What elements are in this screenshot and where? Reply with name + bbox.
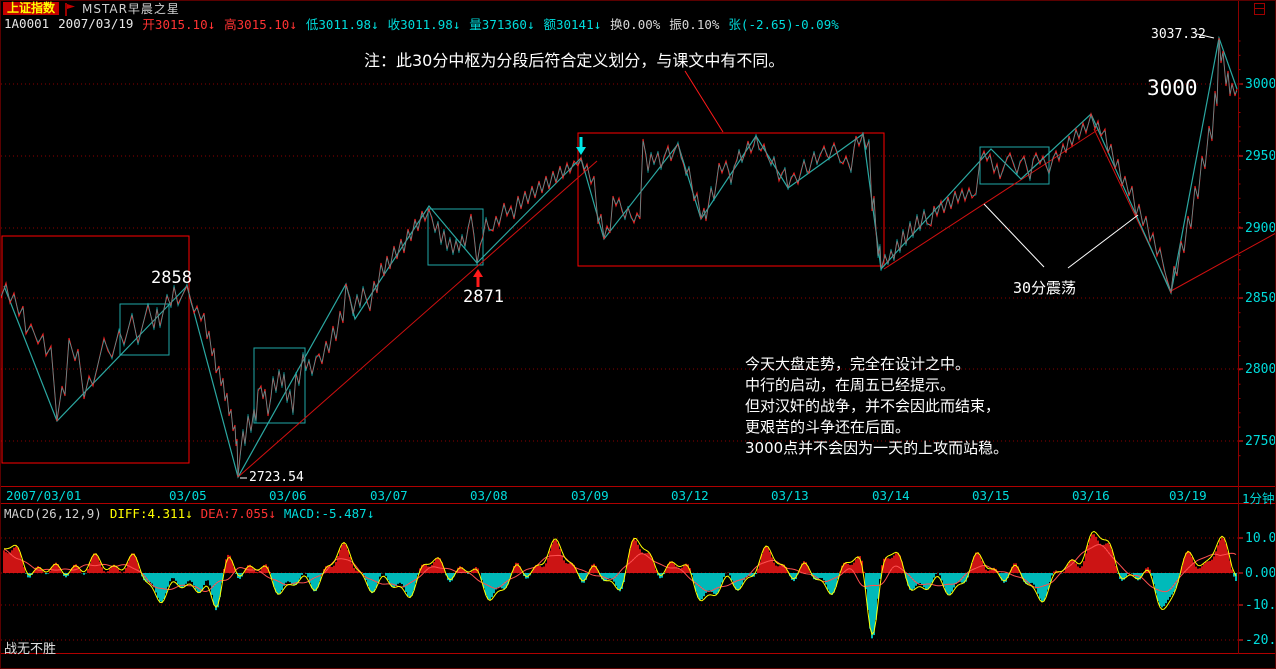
stock-code: 1A0001 [4, 16, 50, 31]
dea-down-arrow: ↓ [268, 506, 276, 521]
flag-icon [65, 2, 76, 16]
quote-field-量: 量371360↓ [469, 17, 535, 32]
indicator-subtitle: MSTAR早晨之星 [82, 2, 180, 16]
index-name-label[interactable]: 上证指数 [3, 2, 60, 15]
dea-value: DEA:7.055↓ [200, 506, 276, 521]
macd-y-axis-label: -20.00 [1245, 633, 1276, 648]
date-label: 03/14 [872, 488, 910, 503]
macd-y-axis-label: -10.00 [1245, 598, 1276, 613]
y-axis-label: 2800.0 [1245, 362, 1276, 377]
date-label: 03/07 [370, 488, 408, 503]
macd-title: MACD(26,12,9) [4, 506, 102, 521]
quote-field-开: 开3015.10↓ [142, 17, 216, 32]
y-axis-label: 2900.0 [1245, 221, 1276, 236]
quote-field-低: 低3011.98↓ [305, 17, 379, 32]
quote-date: 2007/03/19 [58, 16, 134, 31]
date-label: 03/12 [671, 488, 709, 503]
y-axis-label: 2750.0 [1245, 434, 1276, 449]
day-period-icon[interactable] [1254, 3, 1265, 15]
quote-field-收: 收3011.98↓ [387, 17, 461, 32]
slogan-text: 战无不胜 [4, 642, 57, 657]
macd-value: MACD:-5.487↓ [283, 506, 375, 521]
date-label: 03/06 [269, 488, 307, 503]
y-axis-label: 3000.0 [1245, 77, 1276, 92]
quote-field-振: 振0.10% [669, 17, 720, 32]
quote-field-额: 额30141↓ [543, 17, 602, 32]
x-axis-band: 1分钟 2007/03/01 03/05 03/06 03/07 03/08 03/09 0… [1, 486, 1275, 506]
macd-panel[interactable]: MACD(26,12,9) DIFF:4.311↓ DEA:7.055↓ MAC… [1, 504, 1276, 654]
y-axis-label: 2950.0 [1245, 149, 1276, 164]
date-label: 03/19 [1169, 488, 1207, 503]
date-label: 2007/03/01 [6, 488, 82, 503]
title-bar: 上证指数 MSTAR早晨之星 [1, 1, 1275, 16]
quote-field-高: 高3015.10↓ [224, 17, 297, 32]
macd-header: MACD(26,12,9) DIFF:4.311↓ DEA:7.055↓ MAC… [4, 506, 374, 521]
macd-down-arrow: ↓ [366, 506, 375, 521]
y-axis-separator [1238, 1, 1239, 654]
diff-down-arrow: ↓ [185, 506, 193, 521]
y-axis-label: 2850.0 [1245, 291, 1276, 306]
quote-field-换: 换0.00% [610, 17, 661, 32]
date-label: 03/08 [470, 488, 508, 503]
macd-y-axis-label: 0.00 [1245, 566, 1276, 581]
date-label: 03/15 [972, 488, 1010, 503]
quote-field-张: 张(-2.65)-0.09% [728, 17, 839, 32]
diff-value: DIFF:4.311↓ [109, 506, 193, 521]
date-label: 03/05 [169, 488, 207, 503]
quote-fields: 开3015.10↓ 高3015.10↓ 低3011.98↓ 收3011.98↓ 量371… [142, 14, 838, 33]
date-label: 03/16 [1072, 488, 1110, 503]
macd-y-axis-label: 10.00 [1245, 531, 1276, 546]
period-label[interactable]: 1分钟 [1242, 491, 1275, 506]
date-label: 03/13 [771, 488, 809, 503]
status-strip [1, 655, 1275, 668]
date-label: 03/09 [571, 488, 609, 503]
quote-bar: 1A0001 2007/03/19 开3015.10↓ 高3015.10↓ 低301… [1, 14, 1275, 33]
